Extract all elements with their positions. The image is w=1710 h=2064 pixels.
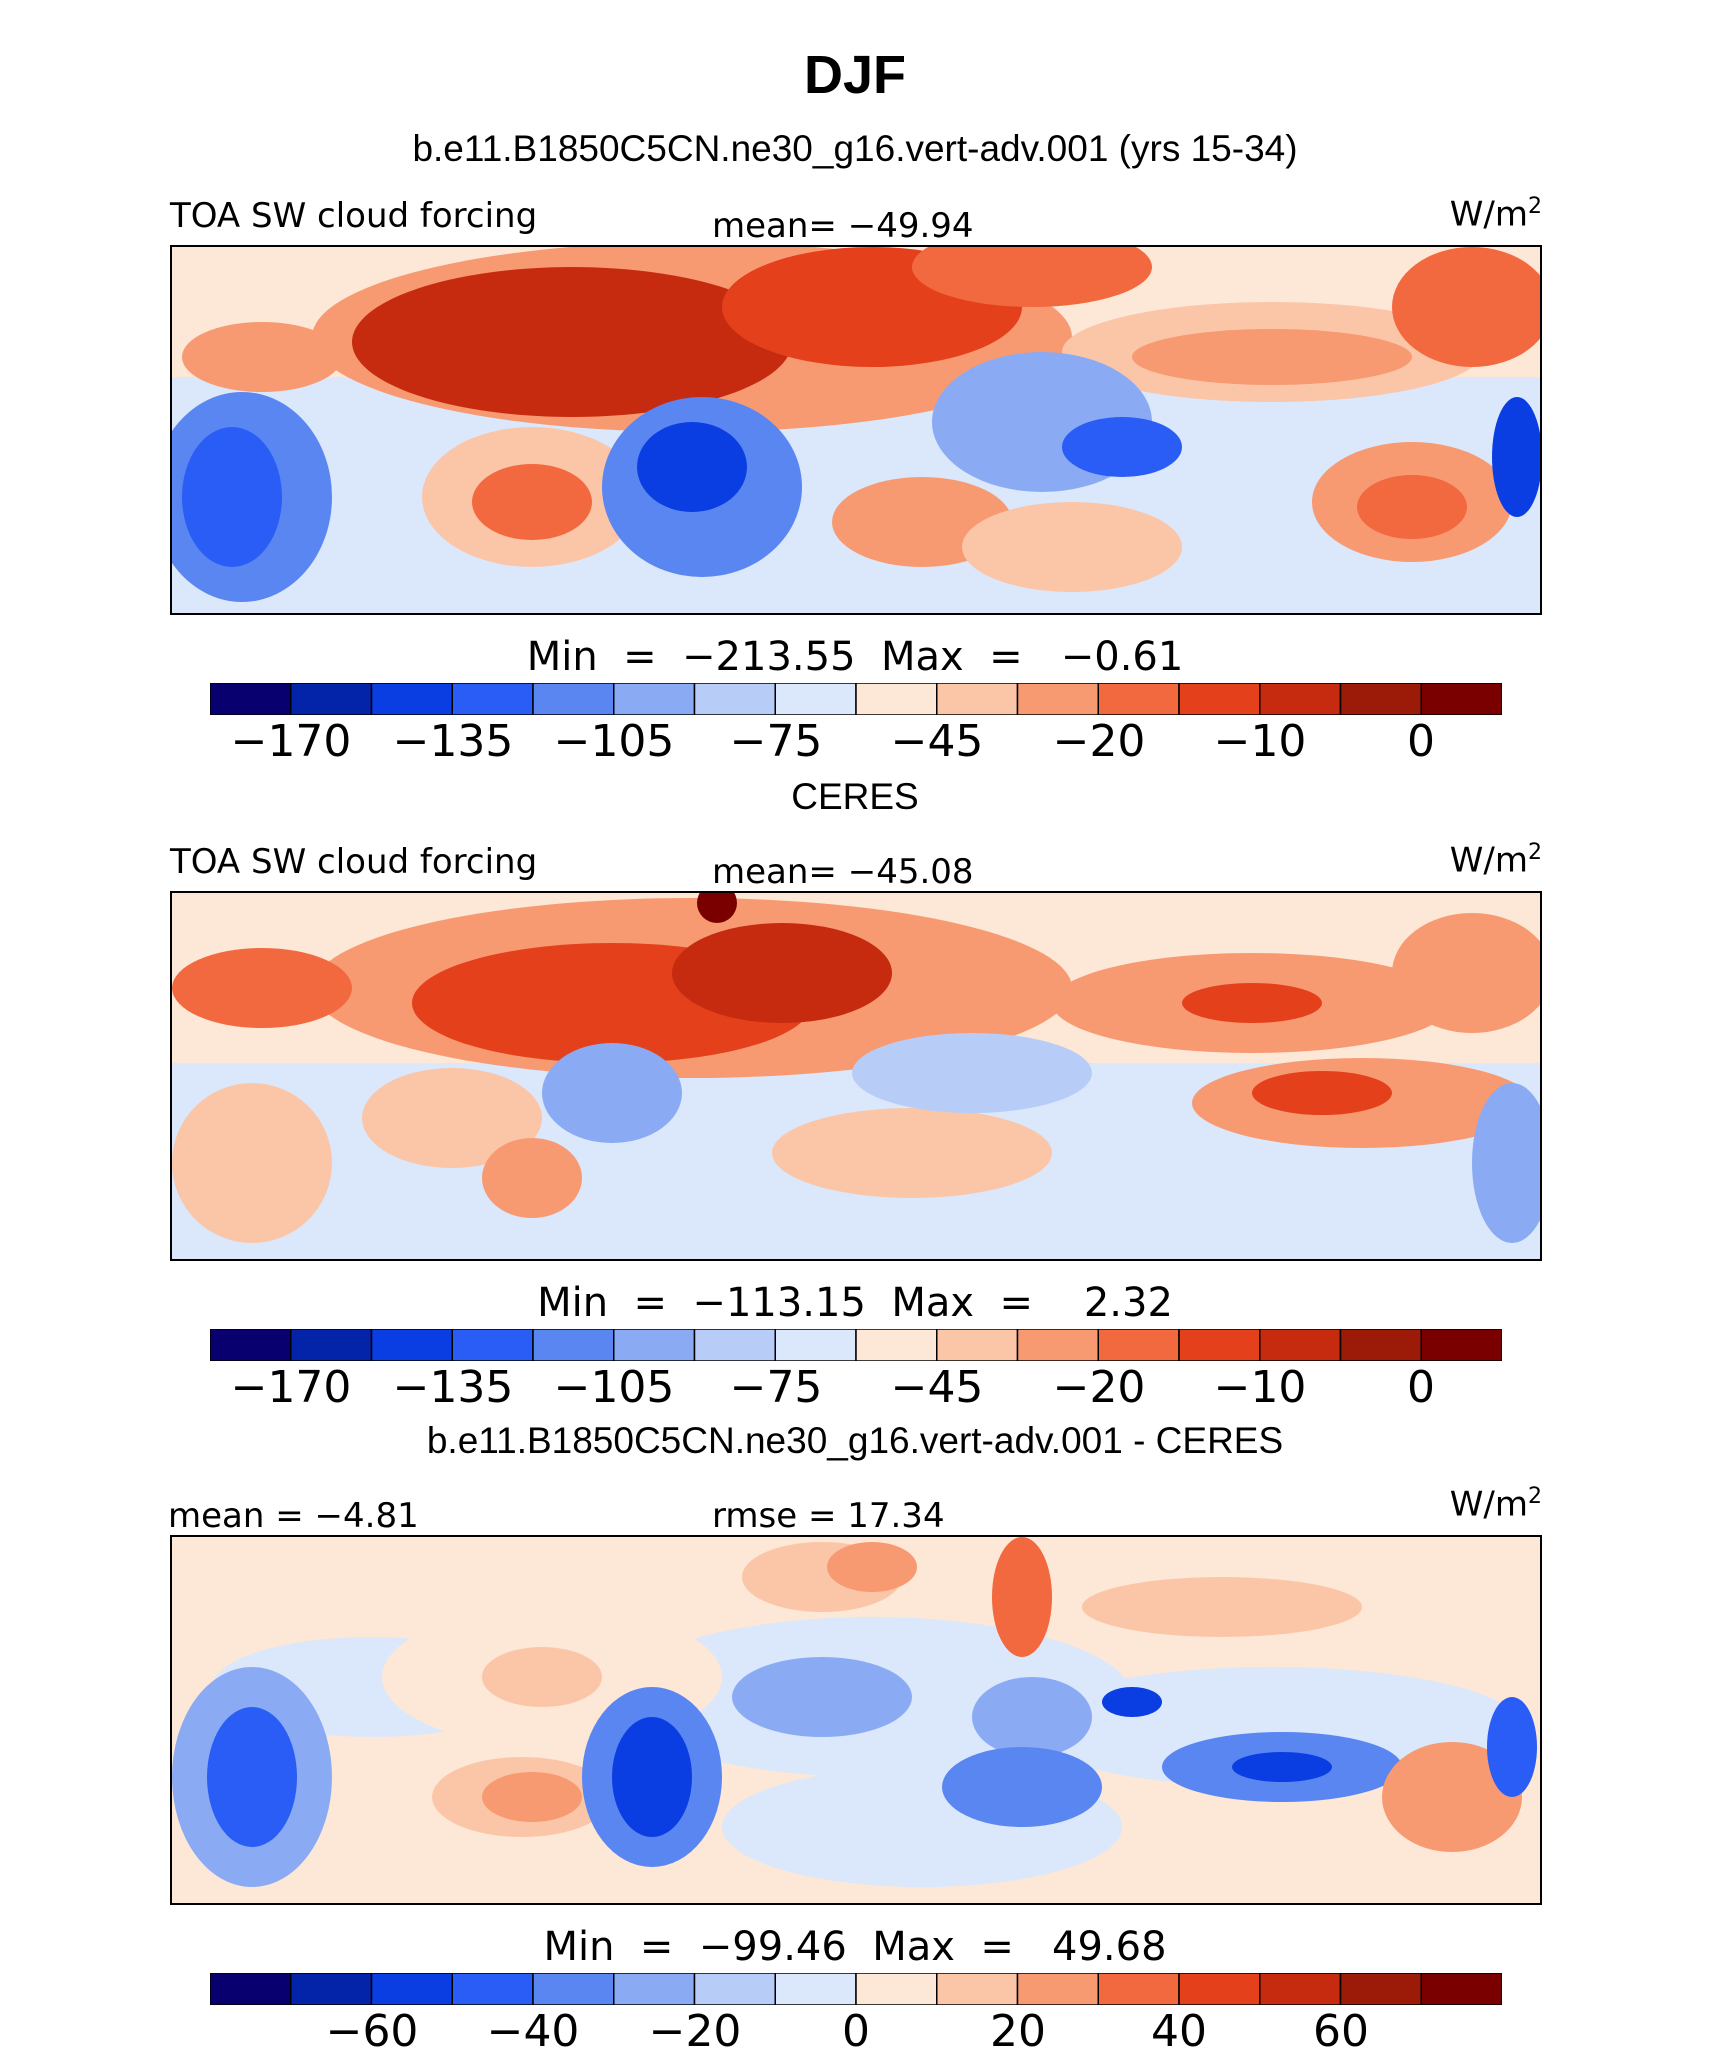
colorbar-swatch [693, 1329, 776, 1361]
panel-1-colorbar-tick: −45 [890, 716, 984, 767]
colorbar-swatch [370, 1329, 453, 1361]
colorbar-swatch [1420, 683, 1502, 715]
colorbar-swatch [1016, 1973, 1099, 2005]
panel-3-colorbar-tick: −60 [325, 2006, 419, 2057]
colorbar-swatch [1178, 1973, 1261, 2005]
panel-3-colorbar-tick: 40 [1151, 2006, 1207, 2057]
colorbar-swatch [210, 1329, 292, 1361]
panel-1-colorbar-tick: −75 [729, 716, 823, 767]
panel-2-colorbar-tick: −75 [729, 1362, 823, 1413]
panel-3-min-max: Min = −99.46 Max = 49.68 [543, 1924, 1167, 1970]
colorbar-swatch [290, 683, 373, 715]
colorbar-swatch [210, 683, 292, 715]
colorbar-swatch [855, 1973, 938, 2005]
panel-2-colorbar-tick: −105 [553, 1362, 675, 1413]
panel-2-colorbar-tick: −20 [1052, 1362, 1146, 1413]
panel-3-colorbar-tick: 60 [1313, 2006, 1369, 2057]
figure-title: DJF [803, 45, 906, 105]
colorbar-swatch [370, 683, 453, 715]
panel-2-colorbar-tick: 0 [1407, 1362, 1435, 1413]
panel-1-colorbar-tick: −20 [1052, 716, 1146, 767]
colorbar-swatch [613, 1973, 696, 2005]
panel-1-units: W/m2 [1449, 194, 1542, 235]
panel-1-colorbar-tick: 0 [1407, 716, 1435, 767]
panel-1-colorbar-labels: −170 −135 −105 −75 −45 −20 −10 0 [0, 716, 1710, 770]
colorbar-swatch [1259, 1973, 1342, 2005]
colorbar-swatch [1178, 1329, 1261, 1361]
panel-2-colorbar-labels: −170 −135 −105 −75 −45 −20 −10 0 [0, 1362, 1710, 1416]
panel-3-colorbar-tick: 0 [842, 2006, 870, 2057]
panel-2-colorbar-tick: −170 [230, 1362, 352, 1413]
colorbar-swatch [1259, 1329, 1342, 1361]
panel-1-colorbar-tick: −10 [1213, 716, 1307, 767]
colorbar-swatch [451, 1329, 534, 1361]
panel-1-mean-label: mean= −49.94 [712, 206, 974, 246]
colorbar-swatch [1178, 683, 1261, 715]
colorbar-swatch [1097, 683, 1180, 715]
panel-1-min-max: Min = −213.55 Max = −0.61 [526, 634, 1184, 680]
panel-2-min-max: Min = −113.15 Max = 2.32 [537, 1280, 1173, 1326]
panel-1-colorbar-tick: −135 [392, 716, 514, 767]
panel-3-rmse-label: rmse = 17.34 [712, 1496, 945, 1536]
colorbar-swatch [532, 1973, 615, 2005]
panel-1-colorbar-tick: −170 [230, 716, 352, 767]
colorbar-swatch [774, 1329, 857, 1361]
colorbar-swatch [613, 683, 696, 715]
colorbar-swatch [290, 1329, 373, 1361]
panel-3-colorbar-tick: −40 [486, 2006, 580, 2057]
colorbar-swatch [1016, 683, 1099, 715]
panel-3-colorbar-tick: −20 [648, 2006, 742, 2057]
colorbar-swatch [1097, 1973, 1180, 2005]
colorbar-swatch [613, 1329, 696, 1361]
colorbar-swatch [1420, 1329, 1502, 1361]
panel-1-subtitle: b.e11.B1850C5CN.ne30_g16.vert-adv.001 (y… [412, 128, 1298, 169]
colorbar-swatch [451, 683, 534, 715]
colorbar-swatch [1016, 1329, 1099, 1361]
colorbar-swatch [855, 1329, 938, 1361]
colorbar-swatch [1339, 683, 1422, 715]
colorbar-swatch [370, 1973, 453, 2005]
panel-2-units: W/m2 [1449, 840, 1542, 881]
colorbar-swatch [532, 683, 615, 715]
panel-1-colorbar-tick: −105 [553, 716, 675, 767]
panel-1-colorbar [210, 683, 1502, 715]
colorbar-swatch [290, 1973, 373, 2005]
panel-3-subtitle: b.e11.B1850C5CN.ne30_g16.vert-adv.001 - … [426, 1420, 1284, 1461]
colorbar-swatch [1339, 1329, 1422, 1361]
panel-2-mean-label: mean= −45.08 [712, 852, 974, 892]
colorbar-swatch [1259, 683, 1342, 715]
colorbar-swatch [532, 1329, 615, 1361]
panel-3-mean-label: mean = −4.81 [168, 1496, 419, 1536]
panel-3-colorbar [210, 1973, 1502, 2005]
colorbar-swatch [774, 683, 857, 715]
panel-2-colorbar-tick: −135 [392, 1362, 514, 1413]
panel-2-colorbar-tick: −10 [1213, 1362, 1307, 1413]
panel-2-colorbar [210, 1329, 1502, 1361]
colorbar-swatch [210, 1973, 292, 2005]
panel-3-colorbar-tick: 20 [990, 2006, 1046, 2057]
colorbar-swatch [855, 683, 938, 715]
panel-3-colorbar-labels: −60 −40 −20 0 20 40 60 [0, 2006, 1710, 2060]
colorbar-swatch [936, 1329, 1019, 1361]
colorbar-swatch [1339, 1973, 1422, 2005]
colorbar-swatch [774, 1973, 857, 2005]
colorbar-swatch [693, 683, 776, 715]
colorbar-swatch [1420, 1973, 1502, 2005]
colorbar-swatch [451, 1973, 534, 2005]
panel-2-variable-label: TOA SW cloud forcing [170, 842, 538, 882]
panel-2-colorbar-tick: −45 [890, 1362, 984, 1413]
panel-2-subtitle: CERES [791, 776, 919, 817]
panel-1-map [170, 245, 1542, 615]
colorbar-swatch [693, 1973, 776, 2005]
colorbar-swatch [1097, 1329, 1180, 1361]
panel-2-map [170, 891, 1542, 1261]
panel-3-units: W/m2 [1449, 1484, 1542, 1525]
colorbar-swatch [936, 683, 1019, 715]
colorbar-swatch [936, 1973, 1019, 2005]
panel-1-variable-label: TOA SW cloud forcing [170, 196, 538, 236]
panel-3-map [170, 1535, 1542, 1905]
